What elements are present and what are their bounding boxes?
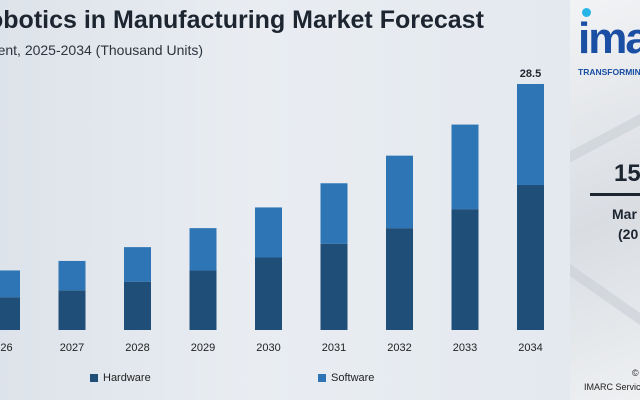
legend-item-software: Software [318, 372, 374, 384]
brand-sidebar: imarc TRANSFORMIN 15 Mar (20 © IMARC Ser… [570, 0, 640, 400]
x-tick-label: 2029 [191, 342, 215, 354]
source-credit: IMARC Service [584, 382, 640, 392]
brand-logo: imarc [578, 14, 640, 63]
kpi-label: Mar [612, 206, 637, 222]
x-tick-label: 2034 [518, 342, 542, 354]
decorative-stripe [570, 87, 640, 163]
x-tick-label: 26 [0, 342, 12, 354]
chart-panel: obotics in Manufacturing Market Forecast… [0, 0, 570, 400]
bar-software-2032 [386, 155, 413, 229]
legend-item-hardware: Hardware [90, 372, 151, 384]
legend-swatch [318, 374, 326, 382]
bar-hardware-2033 [451, 209, 479, 330]
brand-tagline: TRANSFORMIN [578, 67, 640, 77]
legend-label: Software [331, 372, 375, 384]
kpi-divider [590, 193, 640, 196]
data-label: 28.5 [520, 68, 541, 80]
legend-label: Hardware [103, 372, 151, 384]
bar-software-2034 [517, 84, 544, 185]
bar-chart: 26 2027 2028 2029 2030 2031 2032 2033 2034 28.5 [0, 68, 544, 354]
bar-software-2029 [189, 228, 217, 271]
chart-subtitle: onent, 2025-2034 (Thousand Units) [0, 42, 204, 58]
x-tick-label: 2028 [125, 342, 149, 354]
bar-software-2027 [58, 260, 86, 291]
bar-hardware-26 [0, 297, 20, 330]
copyright-mark: © [632, 368, 639, 378]
chart-legend: Hardware Software [0, 372, 570, 390]
decorative-stripe [570, 260, 640, 350]
x-tick-label: 2030 [256, 342, 280, 354]
bar-software-26 [0, 270, 20, 298]
bar-hardware-2027 [58, 290, 86, 330]
x-tick-label: 2031 [322, 342, 346, 354]
chart-title: obotics in Manufacturing Market Forecast [0, 6, 484, 34]
bar-software-2031 [320, 183, 348, 244]
bar-hardware-2030 [255, 257, 282, 330]
kpi-value: 15 [614, 160, 640, 187]
bar-software-2028 [124, 247, 151, 282]
bar-hardware-2034 [517, 184, 544, 330]
logo-dot-icon [582, 8, 591, 17]
kpi-year: (20 [618, 226, 639, 242]
x-tick-label: 2033 [453, 342, 477, 354]
bar-software-2030 [255, 207, 282, 258]
bar-hardware-2029 [189, 270, 217, 330]
legend-swatch [90, 374, 98, 382]
x-tick-label: 2032 [387, 342, 411, 354]
bar-software-2033 [451, 124, 479, 210]
x-tick-label: 2027 [60, 342, 84, 354]
bar-hardware-2032 [386, 228, 413, 330]
bar-hardware-2028 [124, 281, 151, 330]
bar-hardware-2031 [320, 243, 348, 330]
